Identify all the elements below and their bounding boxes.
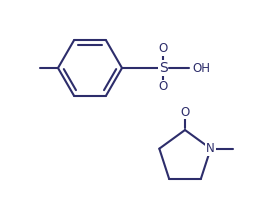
Text: O: O bbox=[158, 43, 168, 56]
Text: O: O bbox=[180, 105, 190, 118]
Text: N: N bbox=[206, 142, 215, 155]
Text: O: O bbox=[158, 81, 168, 94]
Text: OH: OH bbox=[192, 62, 210, 75]
Text: S: S bbox=[159, 61, 167, 75]
